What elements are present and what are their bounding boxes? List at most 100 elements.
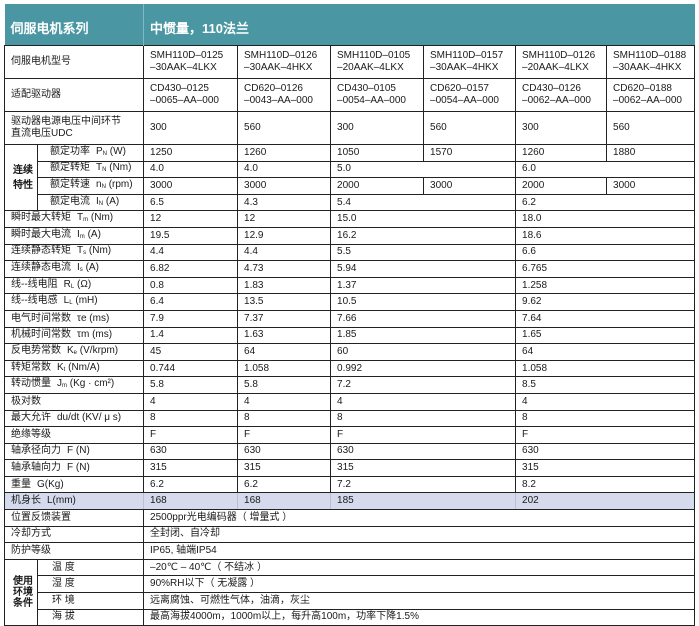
value-cell: SMH110D–0126 –20AAK–4LKX <box>515 45 608 79</box>
value-cell: 18.0 <box>515 210 696 228</box>
param-subscript: N <box>101 183 106 190</box>
value-cell: 315 <box>330 459 517 477</box>
param-symbol: τe <box>77 312 87 324</box>
table-row: 机械时间常数 τm (ms) 1.4 1.63 1.85 1.65 <box>3 326 696 345</box>
param-name: 线--线电感 <box>11 295 58 307</box>
value-cell: 0.8 <box>143 276 239 295</box>
param-name: 机身长 <box>11 495 41 507</box>
value-cell: 3000 <box>237 177 332 195</box>
param-unit: (N) <box>75 462 90 474</box>
table-row: 绝缘等级 F F F F <box>3 426 696 444</box>
row-label: 驱动器电源电压中间环节 直流电压UDC <box>3 111 145 145</box>
table-row: 线--线电感 LL (mH) 6.4 13.5 10.5 9.62 <box>3 293 696 311</box>
value-cell: 最高海拔4000m，1000m以上，每升高100m，功率下降1.5% <box>143 608 696 626</box>
value-cell: 300 <box>515 111 608 145</box>
param-name: 额定转速 <box>50 178 90 190</box>
param-subscript: t <box>63 366 66 373</box>
param-symbol: du/dt <box>57 412 80 424</box>
value-cell: 560 <box>237 111 332 145</box>
value-cell: 6.2 <box>143 475 239 494</box>
value-cell: 5.8 <box>143 376 239 394</box>
table-row: 使用环境条件温 度 –20℃ – 40℃（ 不结冰 ） <box>4 558 696 626</box>
row-label: 湿 度 <box>36 575 145 594</box>
value-cell: CD620–0157 –0054–AA–000 <box>423 78 517 112</box>
value-cell: CD620–0188 –0062–AA–000 <box>606 78 696 112</box>
param-name: 额定功率 <box>50 145 90 157</box>
param-unit: (ms) <box>89 312 110 324</box>
param-symbol: F <box>67 445 74 457</box>
table-row: 冷却方式 全封闭、自冷却 <box>3 525 696 544</box>
table-row: 连续特性 额定功率 PN (W) 1250 1260 1050 1570 1260 1880 <box>4 143 696 212</box>
table-row: 额定转矩 TN (Nm) 4.0 4.0 5.0 6.0 <box>5 160 696 179</box>
value-cell: F <box>330 426 517 444</box>
row-label: 机身长 L(mm) <box>3 492 145 511</box>
param-name: 重量 <box>11 478 31 490</box>
row-label: 反电势常数 Ke (V/krpm) <box>3 343 145 361</box>
value-cell: 168 <box>237 492 332 511</box>
table-row: 瞬时最大电流 Im (A) 19.5 12.9 16.2 18.6 <box>3 226 696 245</box>
param-name: 额定电流 <box>50 195 90 207</box>
param-subscript: s <box>83 250 87 257</box>
value-cell: 300 <box>143 111 239 145</box>
row-label: 线--线电感 LL (mH) <box>3 293 145 311</box>
param-unit: (ms) <box>92 329 113 341</box>
param-unit: (A) <box>85 261 99 273</box>
param-unit: (Nm) <box>88 245 112 257</box>
row-label: 轴承径向力 F (N) <box>3 442 145 461</box>
value-cell: 1.058 <box>237 359 332 378</box>
value-cell: 8 <box>237 409 332 428</box>
value-cell: 3000 <box>423 177 517 195</box>
row-label: 冷却方式 <box>3 525 145 544</box>
param-name: 反电势常数 <box>11 344 61 356</box>
param-name: 极对数 <box>11 395 41 407</box>
value-cell: 3000 <box>606 177 696 195</box>
value-cell: 4 <box>330 392 517 411</box>
param-subscript: e <box>73 349 78 356</box>
value-cell: 630 <box>515 442 696 461</box>
value-cell: 7.2 <box>330 376 517 394</box>
param-name: 转矩常数 <box>11 361 51 373</box>
value-cell: 7.64 <box>515 309 696 328</box>
param-symbol: I <box>77 261 80 273</box>
param-unit: (N) <box>75 445 90 457</box>
value-cell: 8.2 <box>515 475 696 494</box>
value-cell: 630 <box>237 442 332 461</box>
param-symbol: T <box>77 245 84 257</box>
value-cell: 4.4 <box>237 243 332 262</box>
value-cell: 1260 <box>515 144 608 162</box>
value-cell: 8 <box>143 409 239 428</box>
param-unit: (Nm) <box>109 162 132 174</box>
value-cell: 60 <box>330 343 517 361</box>
value-cell: 2000 <box>515 177 608 195</box>
series-label: 伺服电机系列 <box>4 4 145 46</box>
table-row: 环 境远离腐蚀、可燃性气体，油滴，灰尘 <box>5 592 696 610</box>
row-label: 瞬时最大转矩 Tm (Nm) <box>3 210 145 228</box>
group-label-continuous: 连续特性 <box>4 143 38 212</box>
row-label: 伺服电机型号 <box>3 45 145 79</box>
servo-motor-spec-table: 伺服电机系列 中惯量，110法兰 伺服电机型号 SMH110D–0125 –30A… <box>3 4 696 626</box>
value-cell: 4.73 <box>237 260 332 278</box>
value-cell: 5.5 <box>330 243 517 262</box>
table-row: 极对数 4 4 4 4 <box>3 392 696 411</box>
value-cell: 1260 <box>237 144 332 162</box>
param-symbol: L <box>63 295 70 307</box>
param-symbol: I <box>77 228 80 240</box>
value-cell: 12 <box>143 210 239 228</box>
value-cell: 2000 <box>330 177 425 195</box>
value-cell: 64 <box>237 343 332 361</box>
param-unit: (A) <box>87 228 101 240</box>
param-subscript: s <box>79 266 83 273</box>
table-row: 连续静态转矩 Ts (Nm) 4.4 4.4 5.5 6.6 <box>3 243 696 262</box>
value-cell: 5.8 <box>237 376 332 394</box>
row-label: 电气时间常数 τe (ms) <box>3 309 145 328</box>
value-cell: 1.37 <box>330 276 517 295</box>
table-row: 适配驱动器 CD430–0125 –0065–AA–000 CD620–0126 –… <box>3 78 696 112</box>
param-name: 线--线电阻 <box>11 278 58 290</box>
row-label: 转矩常数 Kt (Nm/A) <box>3 359 145 378</box>
table-row: 电气时间常数 τe (ms) 7.9 7.37 7.66 7.64 <box>3 309 696 328</box>
row-label: 温 度 <box>36 558 145 577</box>
value-cell: 1.4 <box>143 326 239 345</box>
param-subscript: L <box>69 300 73 307</box>
param-name: 转动惯量 <box>11 378 51 390</box>
value-cell: 远离腐蚀、可燃性气体，油滴，灰尘 <box>143 592 696 610</box>
